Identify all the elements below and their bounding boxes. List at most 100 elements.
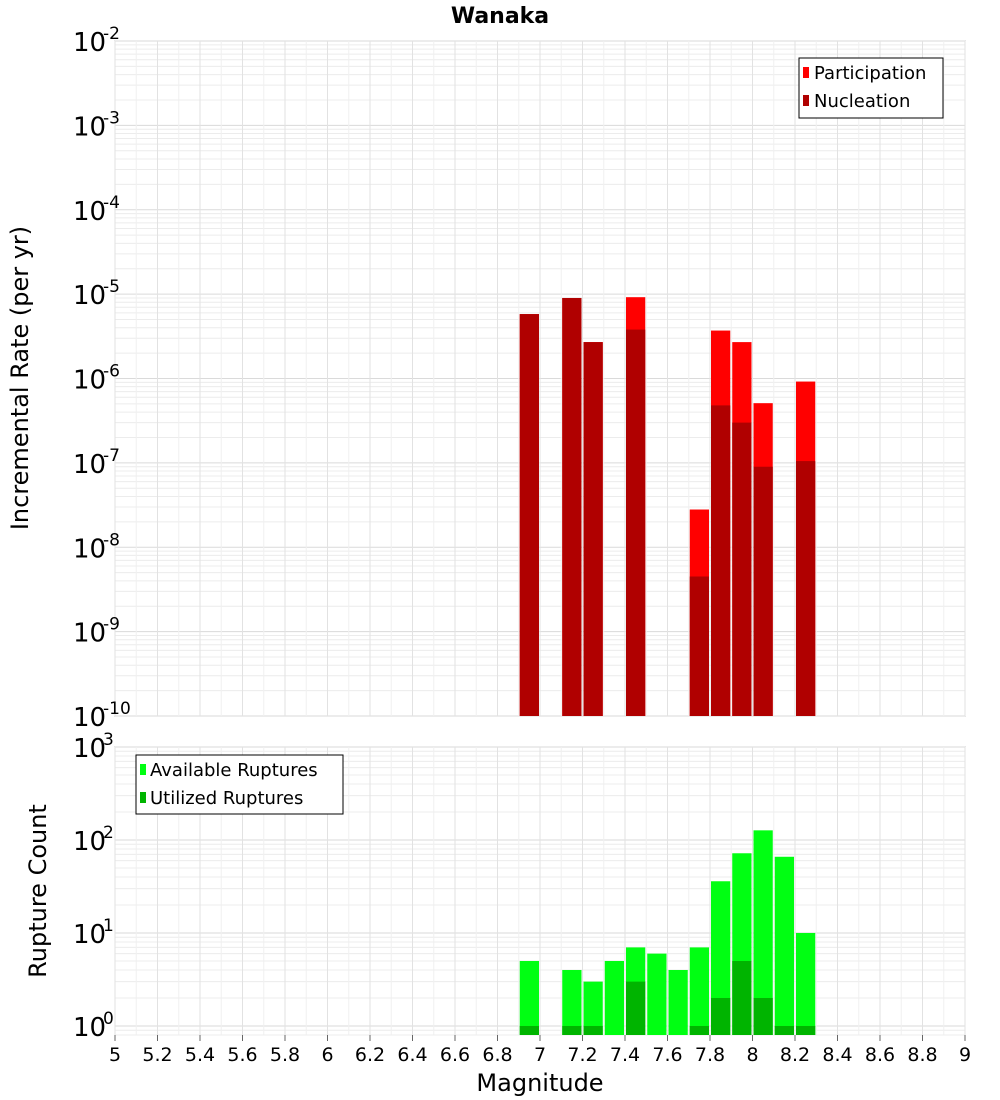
y-tick-label: 10 — [73, 827, 106, 857]
x-tick-label: 5.6 — [227, 1044, 257, 1066]
y-tick-exponent: 1 — [103, 916, 114, 936]
utilized-ruptures-bar — [689, 1025, 709, 1035]
utilized-ruptures-bar — [626, 981, 646, 1035]
x-tick-label: 5.4 — [185, 1044, 215, 1066]
y-tick-exponent: -7 — [103, 446, 120, 466]
x-tick-label: 6.8 — [482, 1044, 512, 1066]
available-ruptures-bar — [711, 881, 731, 1035]
x-tick-label: 6.2 — [355, 1044, 385, 1066]
participation-legend-swatch — [803, 67, 809, 78]
utilized-ruptures-bar — [562, 1025, 582, 1035]
utilized-ruptures-bar — [583, 1025, 603, 1035]
bottom-legend-box — [135, 754, 344, 815]
x-tick-label: 8.2 — [780, 1044, 810, 1066]
nucleation-bar — [689, 576, 709, 716]
y-tick-label: 10 — [73, 534, 106, 564]
participation-legend-label: Participation — [814, 63, 926, 84]
x-tick-label: 5.2 — [142, 1044, 172, 1066]
y-tick-label: 10 — [73, 450, 106, 480]
y-tick-label: 10 — [73, 920, 106, 950]
top-legend: Participation Nucleation — [798, 57, 944, 119]
top-y-axis-label: Incremental Rate (per yr) — [6, 226, 34, 530]
x-axis-label: Magnitude — [476, 1069, 603, 1097]
utilized-legend-label: Utilized Ruptures — [150, 788, 303, 809]
y-tick-label: 10 — [73, 281, 106, 311]
y-tick-exponent: 2 — [103, 823, 114, 843]
nucleation-bar — [711, 405, 731, 716]
utilized-ruptures-bar — [753, 997, 773, 1035]
available-ruptures-bar — [668, 969, 688, 1035]
y-tick-label: 10 — [73, 1013, 106, 1043]
y-tick-label: 10 — [73, 112, 106, 142]
y-tick-exponent: -2 — [103, 24, 120, 44]
y-tick-label: 10 — [73, 366, 106, 396]
y-tick-label: 10 — [73, 703, 106, 733]
available-ruptures-bar — [774, 856, 794, 1035]
y-tick-label: 10 — [73, 619, 106, 649]
x-ticks: 5 5.2 5.4 5.6 5.8 6 6.2 6.4 6.6 6.8 7 7.2 7.4 7.6 7.8 8… — [109, 1035, 971, 1066]
x-tick-label: 8.6 — [865, 1044, 895, 1066]
y-tick-exponent: -5 — [103, 277, 120, 297]
available-ruptures-bar — [647, 953, 667, 1035]
y-tick-exponent: 0 — [103, 1009, 114, 1029]
utilized-ruptures-bar — [711, 997, 731, 1035]
utilized-ruptures-bar — [774, 1025, 794, 1035]
x-tick-label: 9 — [959, 1044, 971, 1066]
x-tick-label: 7.6 — [652, 1044, 682, 1066]
available-ruptures-bar — [796, 932, 816, 1035]
nucleation-bar — [562, 297, 582, 716]
utilized-legend-swatch — [140, 792, 146, 803]
y-tick-exponent: -6 — [103, 362, 120, 382]
y-tick-exponent: -8 — [103, 530, 120, 550]
y-tick-exponent: 3 — [103, 730, 114, 750]
available-ruptures-bar — [689, 947, 709, 1035]
x-tick-label: 8 — [746, 1044, 758, 1066]
x-tick-label: 6 — [321, 1044, 333, 1066]
x-tick-label: 7 — [534, 1044, 546, 1066]
available-ruptures-bar — [519, 960, 539, 1035]
chart-title: Wanaka — [451, 4, 549, 29]
bottom-legend: Available Ruptures Utilized Ruptures — [135, 754, 344, 815]
available-ruptures-bar — [583, 981, 603, 1035]
x-tick-label: 6.6 — [440, 1044, 470, 1066]
nucleation-bar — [753, 466, 773, 716]
top-legend-box — [798, 57, 944, 119]
nucleation-bar — [732, 422, 752, 716]
x-tick-label: 6.4 — [397, 1044, 427, 1066]
available-ruptures-bar — [753, 830, 773, 1035]
x-tick-label: 7.4 — [610, 1044, 640, 1066]
x-tick-label: 7.2 — [567, 1044, 597, 1066]
top-grid — [114, 40, 966, 717]
nucleation-bar — [519, 314, 539, 716]
y-tick-label: 10 — [73, 734, 106, 764]
x-tick-label: 5 — [109, 1044, 121, 1066]
x-tick-label: 5.8 — [270, 1044, 300, 1066]
y-tick-exponent: -4 — [103, 193, 120, 213]
utilized-ruptures-bar — [796, 1025, 816, 1035]
nucleation-bar — [796, 461, 816, 716]
bottom-bars — [519, 830, 816, 1035]
y-tick-label: 10 — [73, 197, 106, 227]
x-tick-label: 7.8 — [695, 1044, 725, 1066]
nucleation-legend-label: Nucleation — [814, 91, 910, 112]
y-tick-exponent: -10 — [103, 699, 131, 719]
y-tick-exponent: -9 — [103, 615, 120, 635]
available-ruptures-bar — [604, 960, 624, 1035]
top-bars — [519, 297, 816, 716]
utilized-ruptures-bar — [519, 1025, 539, 1035]
utilized-ruptures-bar — [732, 960, 752, 1035]
nucleation-bar — [626, 329, 646, 716]
nucleation-bar — [583, 342, 603, 716]
available-legend-label: Available Ruptures — [150, 760, 318, 781]
available-legend-swatch — [140, 764, 146, 775]
y-tick-exponent: -3 — [103, 108, 120, 128]
bottom-grid — [114, 746, 966, 1036]
x-tick-label: 8.8 — [907, 1044, 937, 1066]
y-tick-label: 10 — [73, 28, 106, 58]
x-tick-label: 8.4 — [822, 1044, 852, 1066]
available-ruptures-bar — [562, 969, 582, 1035]
